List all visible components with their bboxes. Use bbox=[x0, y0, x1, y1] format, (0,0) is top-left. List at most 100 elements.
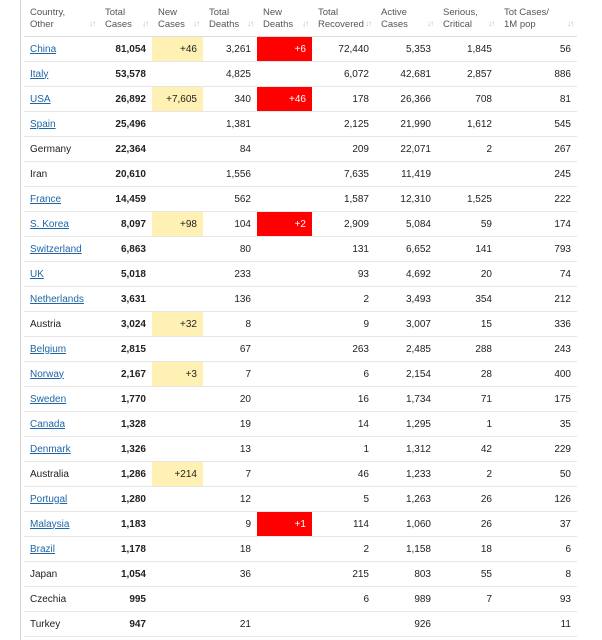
header-row: Country, Other ↓↑ Total Cases ↓↑ New Cas… bbox=[24, 2, 577, 37]
header-label: Cases bbox=[381, 19, 408, 30]
cell-country[interactable]: Switzerland bbox=[24, 236, 99, 262]
header-label: New bbox=[158, 7, 178, 18]
cell-total-deaths: 12 bbox=[203, 486, 257, 512]
sort-arrows-icon[interactable]: ↓↑ bbox=[427, 19, 434, 28]
header-total-deaths[interactable]: Total Deaths ↓↑ bbox=[203, 2, 257, 37]
country-label: Turkey bbox=[30, 618, 61, 630]
cell-total-deaths: 4,825 bbox=[203, 61, 257, 87]
country-link[interactable]: Netherlands bbox=[30, 293, 84, 305]
cell-active-cases: 1,158 bbox=[375, 536, 437, 562]
table-row: Norway 2,167 +3 7 6 2,154 28 400 bbox=[24, 361, 577, 387]
country-link[interactable]: Portugal bbox=[30, 493, 68, 505]
country-link[interactable]: USA bbox=[30, 93, 51, 105]
header-total-recovered[interactable]: Total Recovered ↓↑ bbox=[312, 2, 375, 37]
cell-serious-critical: 141 bbox=[437, 236, 498, 262]
sort-arrows-icon[interactable]: ↓↑ bbox=[567, 19, 574, 28]
cell-new-cases bbox=[152, 511, 203, 537]
country-link[interactable]: Sweden bbox=[30, 393, 67, 405]
sort-arrows-icon[interactable]: ↓↑ bbox=[302, 19, 309, 28]
country-link[interactable]: Belgium bbox=[30, 343, 67, 355]
cell-cases-per-million: 793 bbox=[498, 236, 577, 262]
sort-arrows-icon[interactable]: ↓↑ bbox=[142, 19, 149, 28]
cell-country[interactable]: Norway bbox=[24, 361, 99, 387]
header-cases-per-million[interactable]: Tot Cases/ 1M pop ↓↑ bbox=[498, 2, 577, 37]
cell-active-cases: 42,681 bbox=[375, 61, 437, 87]
country-label: Iran bbox=[30, 168, 48, 180]
country-link[interactable]: Denmark bbox=[30, 443, 71, 455]
cell-serious-critical: 59 bbox=[437, 211, 498, 237]
cell-new-deaths bbox=[257, 436, 312, 462]
cell-country[interactable]: France bbox=[24, 186, 99, 212]
table-row: UK 5,018 233 93 4,692 20 74 bbox=[24, 261, 577, 287]
cell-total-recovered: 9 bbox=[312, 311, 375, 337]
country-link[interactable]: Italy bbox=[30, 68, 49, 80]
country-link[interactable]: UK bbox=[30, 268, 44, 280]
cell-new-deaths bbox=[257, 361, 312, 387]
cell-country[interactable]: Sweden bbox=[24, 386, 99, 412]
table-row: China 81,054 +46 3,261 +6 72,440 5,353 1,845 56 bbox=[24, 36, 577, 62]
sort-arrows-icon[interactable]: ↓↑ bbox=[193, 19, 200, 28]
cell-active-cases: 1,295 bbox=[375, 411, 437, 437]
cell-new-deaths bbox=[257, 411, 312, 437]
header-new-cases[interactable]: New Cases ↓↑ bbox=[152, 2, 203, 37]
header-active-cases[interactable]: Active Cases ↓↑ bbox=[375, 2, 437, 37]
country-link[interactable]: Malaysia bbox=[30, 518, 70, 530]
cell-total-recovered: 2 bbox=[312, 286, 375, 312]
cell-active-cases: 1,233 bbox=[375, 461, 437, 487]
cell-country[interactable]: Brazil bbox=[24, 536, 99, 562]
cell-total-deaths: 8 bbox=[203, 311, 257, 337]
cell-country[interactable]: Denmark bbox=[24, 436, 99, 462]
cell-country[interactable]: UK bbox=[24, 261, 99, 287]
cell-active-cases: 803 bbox=[375, 561, 437, 587]
cell-serious-critical: 18 bbox=[437, 536, 498, 562]
header-label: Country, bbox=[30, 7, 66, 18]
cell-new-cases bbox=[152, 536, 203, 562]
table-row: Spain 25,496 1,381 2,125 21,990 1,612 545 bbox=[24, 111, 577, 137]
country-link[interactable]: Switzerland bbox=[30, 243, 82, 255]
country-link[interactable]: Canada bbox=[30, 418, 66, 430]
cell-total-cases: 1,286 bbox=[99, 461, 152, 487]
header-total-cases[interactable]: Total Cases ↓↑ bbox=[99, 2, 152, 37]
header-label: Other bbox=[30, 19, 54, 30]
country-link[interactable]: France bbox=[30, 193, 62, 205]
cell-total-cases: 22,364 bbox=[99, 136, 152, 162]
country-link[interactable]: S. Korea bbox=[30, 218, 69, 230]
cell-total-cases: 995 bbox=[99, 586, 152, 612]
cell-country[interactable]: Portugal bbox=[24, 486, 99, 512]
sort-arrows-icon[interactable]: ↓↑ bbox=[488, 19, 495, 28]
table-row: Austria 3,024 +32 8 9 3,007 15 336 bbox=[24, 311, 577, 337]
cell-new-cases bbox=[152, 111, 203, 137]
header-serious-critical[interactable]: Serious, Critical ↓↑ bbox=[437, 2, 498, 37]
cell-country[interactable]: Italy bbox=[24, 61, 99, 87]
cell-total-cases: 3,631 bbox=[99, 286, 152, 312]
cell-cases-per-million: 81 bbox=[498, 86, 577, 112]
country-link[interactable]: Spain bbox=[30, 118, 56, 130]
cell-country[interactable]: S. Korea bbox=[24, 211, 99, 237]
cell-total-deaths: 7 bbox=[203, 361, 257, 387]
sort-arrows-icon[interactable]: ↓↑ bbox=[365, 19, 372, 28]
cell-new-cases bbox=[152, 586, 203, 612]
country-link[interactable]: Brazil bbox=[30, 543, 56, 555]
cell-new-deaths bbox=[257, 311, 312, 337]
cell-country[interactable]: Malaysia bbox=[24, 511, 99, 537]
cell-country[interactable]: USA bbox=[24, 86, 99, 112]
sort-arrows-icon[interactable]: ↓↑ bbox=[89, 19, 96, 28]
cell-country: Australia bbox=[24, 461, 99, 487]
cell-cases-per-million: 35 bbox=[498, 411, 577, 437]
cell-serious-critical: 71 bbox=[437, 386, 498, 412]
cell-new-deaths bbox=[257, 486, 312, 512]
country-link[interactable]: Norway bbox=[30, 368, 64, 380]
cell-country[interactable]: Belgium bbox=[24, 336, 99, 362]
cell-country[interactable]: Spain bbox=[24, 111, 99, 137]
cell-serious-critical: 28 bbox=[437, 361, 498, 387]
sort-arrows-icon[interactable]: ↓↑ bbox=[247, 19, 254, 28]
cell-country[interactable]: China bbox=[24, 36, 99, 62]
header-country[interactable]: Country, Other ↓↑ bbox=[24, 2, 99, 37]
cell-country[interactable]: Canada bbox=[24, 411, 99, 437]
header-label: Tot Cases/ bbox=[504, 7, 549, 18]
country-link[interactable]: China bbox=[30, 43, 57, 55]
cell-country[interactable]: Netherlands bbox=[24, 286, 99, 312]
cell-new-deaths: +46 bbox=[257, 86, 312, 112]
header-new-deaths[interactable]: New Deaths ↓↑ bbox=[257, 2, 312, 37]
